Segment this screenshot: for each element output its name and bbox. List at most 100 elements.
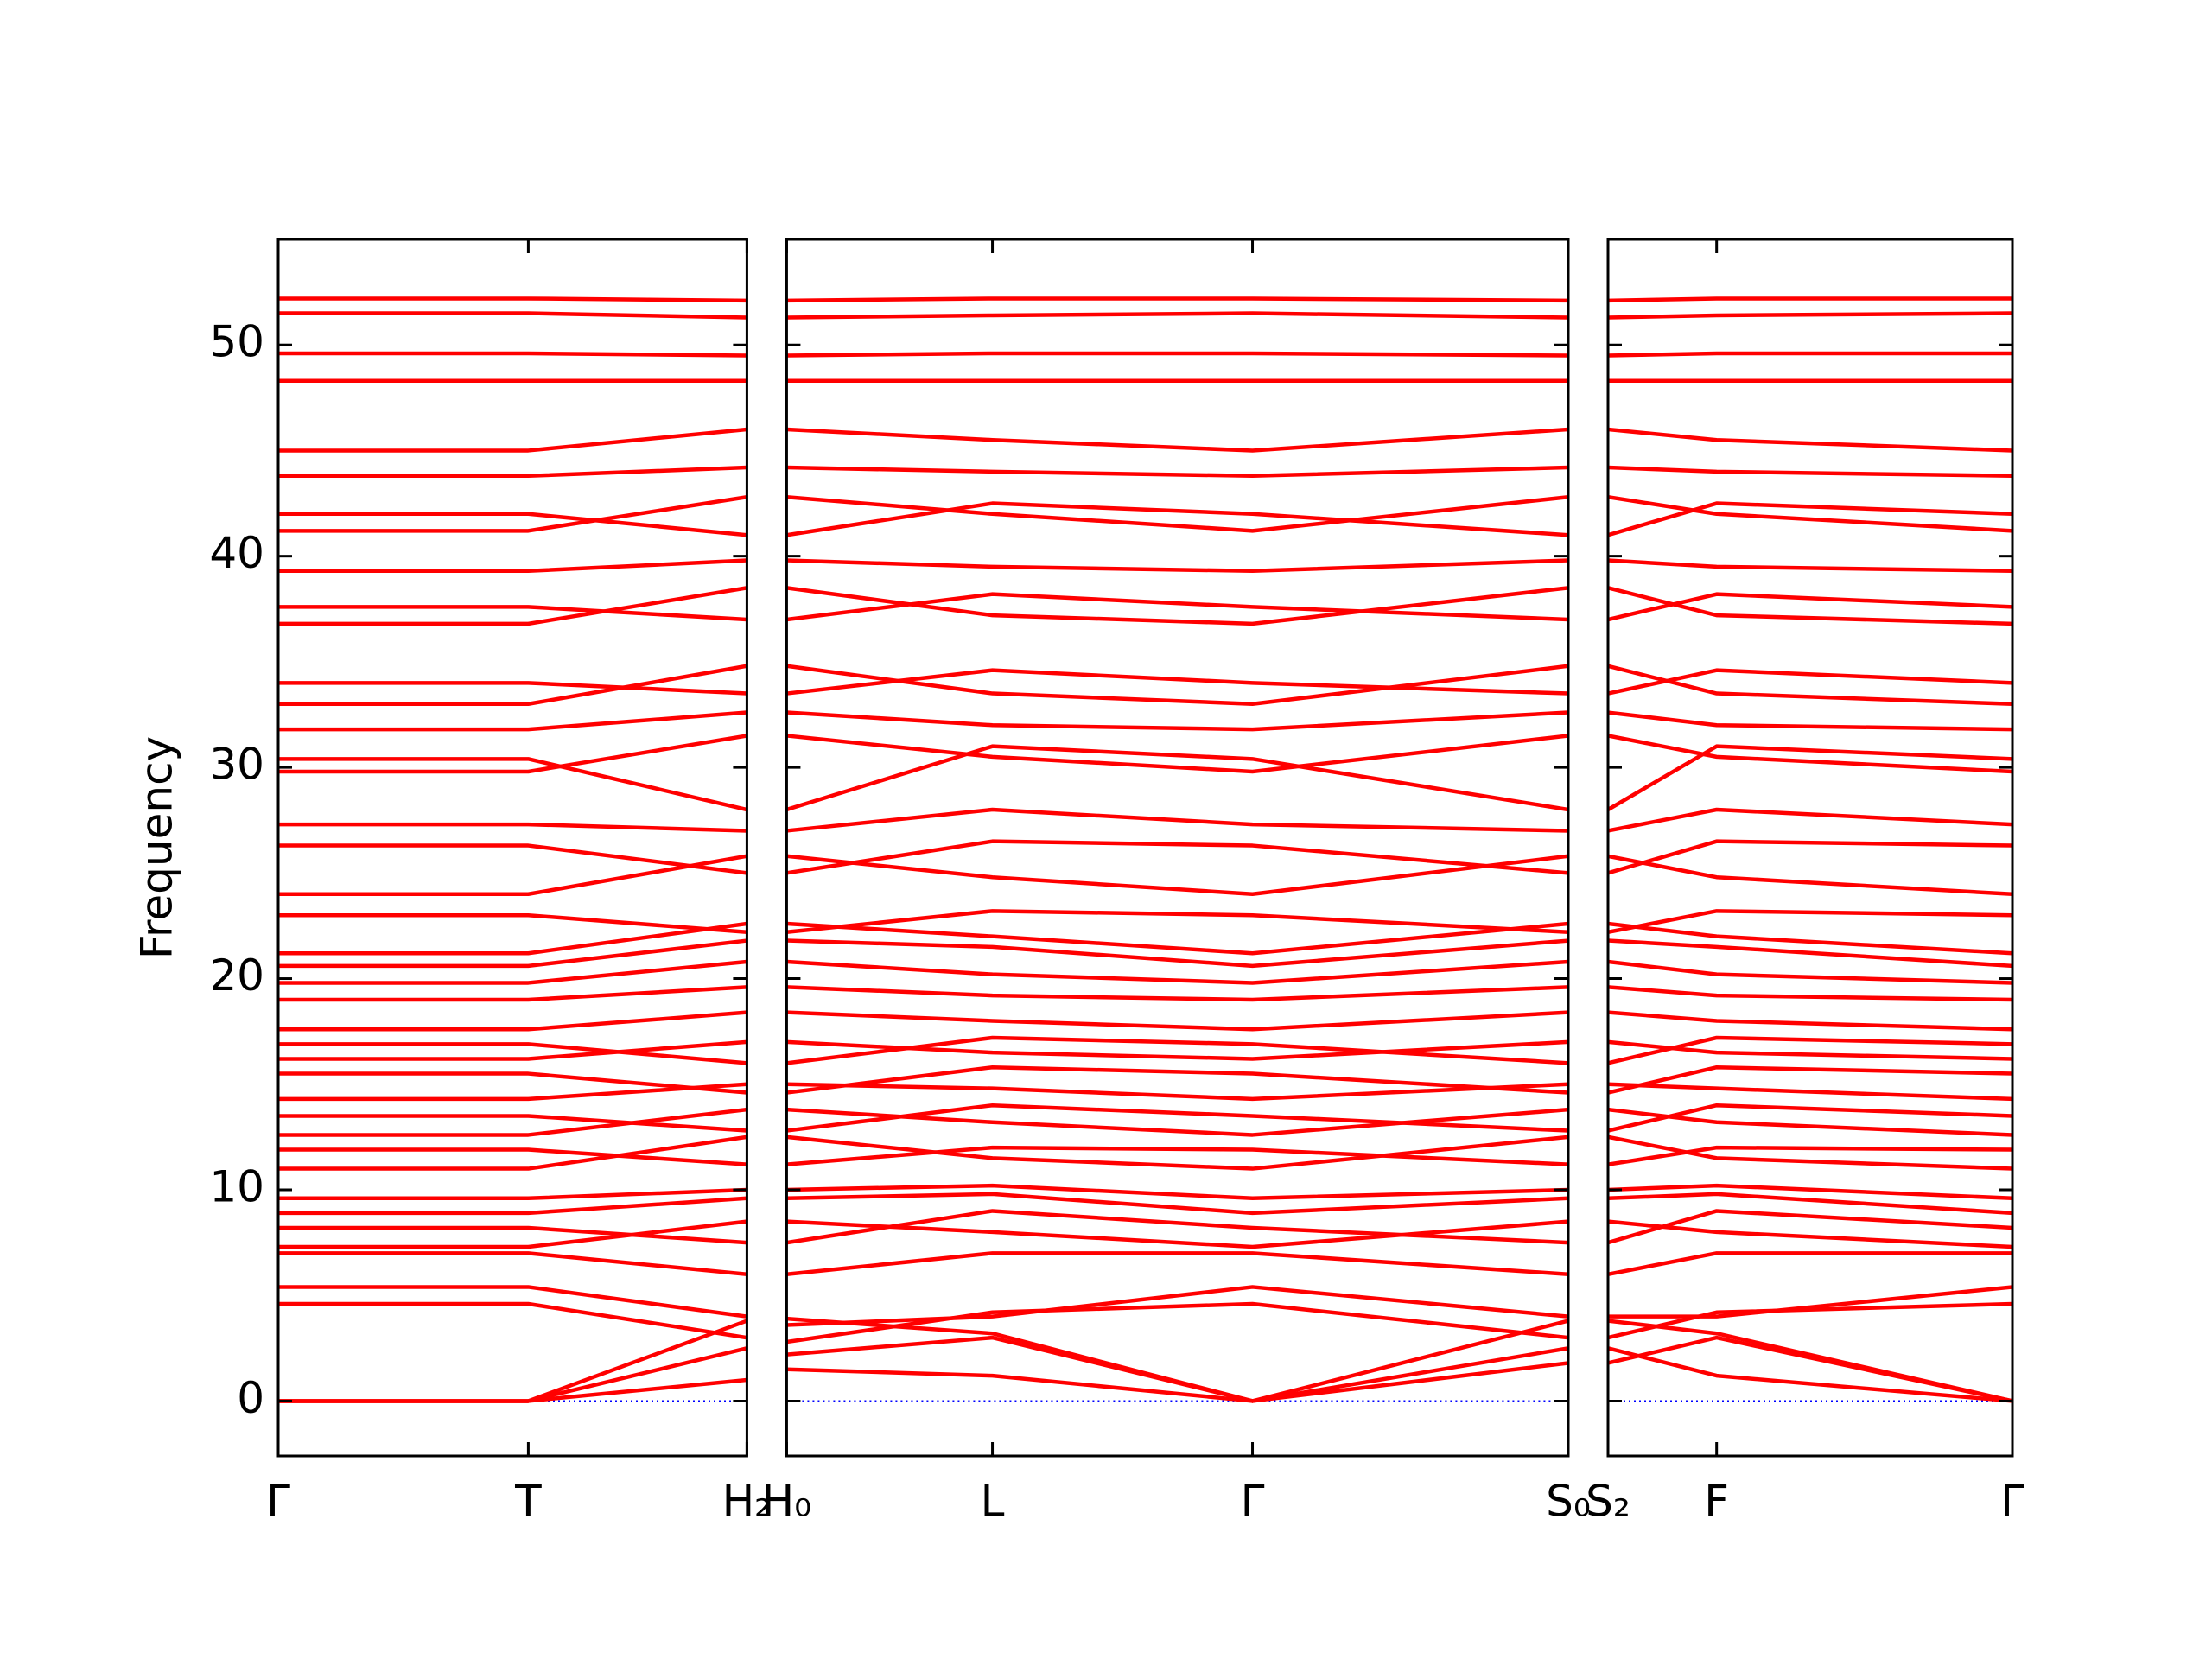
band-line	[278, 938, 747, 969]
band-line	[278, 1071, 747, 1095]
band-line	[278, 558, 747, 574]
band-line	[1607, 1035, 2012, 1065]
band-line	[1607, 1251, 2012, 1276]
band-line	[786, 1039, 1568, 1061]
y-tick-label: 40	[209, 528, 264, 578]
band-line	[278, 1082, 747, 1102]
band-line	[786, 854, 1568, 897]
band-line	[1607, 1183, 2012, 1201]
x-tick-label: Γ	[1241, 1477, 1265, 1527]
band-line	[278, 843, 747, 875]
band-line	[786, 710, 1568, 732]
x-tick-label: Γ	[2000, 1477, 2024, 1527]
band-line	[786, 1183, 1568, 1201]
x-tick-label: S₀	[1546, 1477, 1591, 1527]
band-line	[1607, 1010, 2012, 1032]
band-line	[786, 1082, 1568, 1102]
band-line	[278, 311, 747, 320]
band-line	[278, 681, 747, 696]
band-line	[786, 558, 1568, 574]
band-line	[278, 1114, 747, 1133]
band-line	[1607, 734, 2012, 774]
band-line	[1607, 465, 2012, 479]
band-line	[786, 465, 1568, 479]
band-line	[278, 1251, 747, 1277]
band-line	[786, 586, 1568, 626]
x-tick-label: H₂	[722, 1477, 772, 1527]
band-line	[786, 501, 1568, 537]
band-line	[278, 854, 747, 897]
band-line	[1607, 1209, 2012, 1245]
y-tick-label: 10	[209, 1162, 264, 1212]
band-line	[278, 1135, 747, 1171]
band-line	[278, 1187, 747, 1201]
x-tick-label: F	[1704, 1477, 1729, 1527]
band-line	[1607, 1319, 2012, 1403]
band-line	[786, 744, 1568, 812]
band-line	[1607, 351, 2012, 358]
x-tick-label: T	[514, 1477, 542, 1527]
band-line	[278, 985, 747, 1002]
band-line	[278, 912, 747, 935]
band-line	[1607, 1346, 2012, 1403]
band-line	[1607, 664, 2012, 707]
band-line	[1607, 494, 2012, 533]
band-line	[786, 921, 1568, 956]
axes-frame	[276, 238, 748, 1458]
band-line	[1607, 427, 2012, 453]
band-line	[278, 757, 747, 812]
band-line	[278, 822, 747, 833]
band-line	[278, 1107, 747, 1137]
band-line	[278, 1219, 747, 1249]
axes-frame	[785, 238, 1570, 1458]
band-line	[278, 296, 747, 303]
axes-frame	[1606, 238, 2014, 1458]
band-line	[1607, 1192, 2012, 1216]
band-line	[786, 959, 1568, 985]
plot-area	[1607, 296, 2012, 1403]
band-line	[278, 710, 747, 732]
band-line	[278, 605, 747, 622]
band-line	[278, 1225, 747, 1245]
plot-area	[786, 296, 1568, 1403]
x-tick-label: L	[981, 1477, 1005, 1527]
band-line	[278, 586, 747, 626]
x-tick-label: Γ	[266, 1477, 290, 1527]
y-tick-label: 50	[209, 317, 264, 367]
band-line	[786, 494, 1568, 533]
band-line	[786, 1010, 1568, 1032]
plot-area	[278, 296, 747, 1403]
band-line	[786, 1103, 1568, 1133]
band-line	[786, 1035, 1568, 1065]
y-tick-label: 30	[209, 740, 264, 790]
band-line	[1607, 1145, 2012, 1166]
band-line	[1607, 1135, 2012, 1171]
band-line	[786, 1135, 1568, 1171]
band-line	[786, 807, 1568, 833]
band-line	[1607, 921, 2012, 956]
x-tick-label: H₀	[762, 1477, 812, 1527]
band-line	[786, 1192, 1568, 1216]
band-line	[278, 1147, 747, 1166]
band-line	[1607, 938, 2012, 969]
band-line	[1607, 668, 2012, 696]
band-line	[1607, 592, 2012, 622]
band-line	[1607, 1301, 2012, 1340]
band-line	[1607, 296, 2012, 303]
band-line	[278, 351, 747, 358]
band-line	[1607, 710, 2012, 732]
band-line	[278, 1196, 747, 1216]
band-line	[786, 1145, 1568, 1166]
band-line	[278, 959, 747, 985]
band-line	[786, 592, 1568, 622]
band-line	[1607, 1335, 2012, 1403]
band-line	[1607, 807, 2012, 833]
band-line	[786, 909, 1568, 935]
band-line	[1607, 1107, 2012, 1137]
band-line	[786, 1065, 1568, 1095]
y-tick-label: 0	[237, 1373, 264, 1423]
band-line	[1607, 744, 2012, 811]
band-line	[278, 1039, 747, 1061]
